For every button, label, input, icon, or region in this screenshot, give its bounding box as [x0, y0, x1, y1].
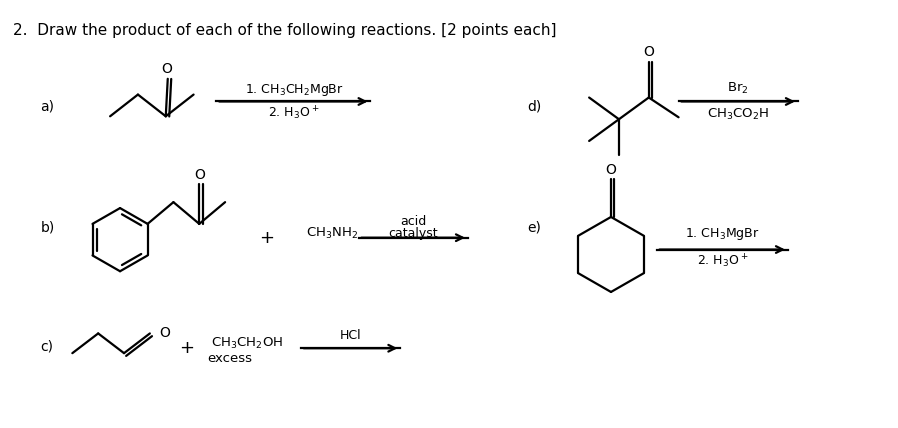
Text: 2.  Draw the product of each of the following reactions. [2 points each]: 2. Draw the product of each of the follo… — [13, 23, 556, 38]
Text: +: + — [259, 229, 274, 247]
Text: catalyst: catalyst — [389, 227, 438, 240]
Text: c): c) — [40, 339, 54, 353]
Text: 2. H$_3$O$^+$: 2. H$_3$O$^+$ — [697, 253, 748, 270]
Text: 1. CH$_3$MgBr: 1. CH$_3$MgBr — [685, 226, 760, 242]
Text: +: + — [179, 339, 194, 357]
Text: b): b) — [40, 221, 55, 235]
Text: O: O — [159, 327, 170, 340]
Text: acid: acid — [401, 215, 427, 229]
Text: a): a) — [40, 99, 55, 113]
Text: O: O — [605, 163, 616, 177]
Text: O: O — [162, 62, 172, 76]
Text: O: O — [194, 167, 205, 181]
Text: CH$_3$NH$_2$: CH$_3$NH$_2$ — [306, 226, 358, 241]
Text: d): d) — [527, 99, 541, 113]
Text: Br$_2$: Br$_2$ — [727, 81, 749, 96]
Text: CH$_3$CO$_2$H: CH$_3$CO$_2$H — [707, 107, 770, 122]
Text: excess: excess — [207, 352, 251, 365]
Text: 1. CH$_3$CH$_2$MgBr: 1. CH$_3$CH$_2$MgBr — [244, 82, 343, 98]
Text: e): e) — [527, 221, 541, 235]
Text: O: O — [643, 45, 655, 59]
Text: HCl: HCl — [339, 329, 361, 342]
Text: 2. H$_3$O$^+$: 2. H$_3$O$^+$ — [269, 104, 320, 122]
Text: CH$_3$CH$_2$OH: CH$_3$CH$_2$OH — [211, 336, 284, 351]
